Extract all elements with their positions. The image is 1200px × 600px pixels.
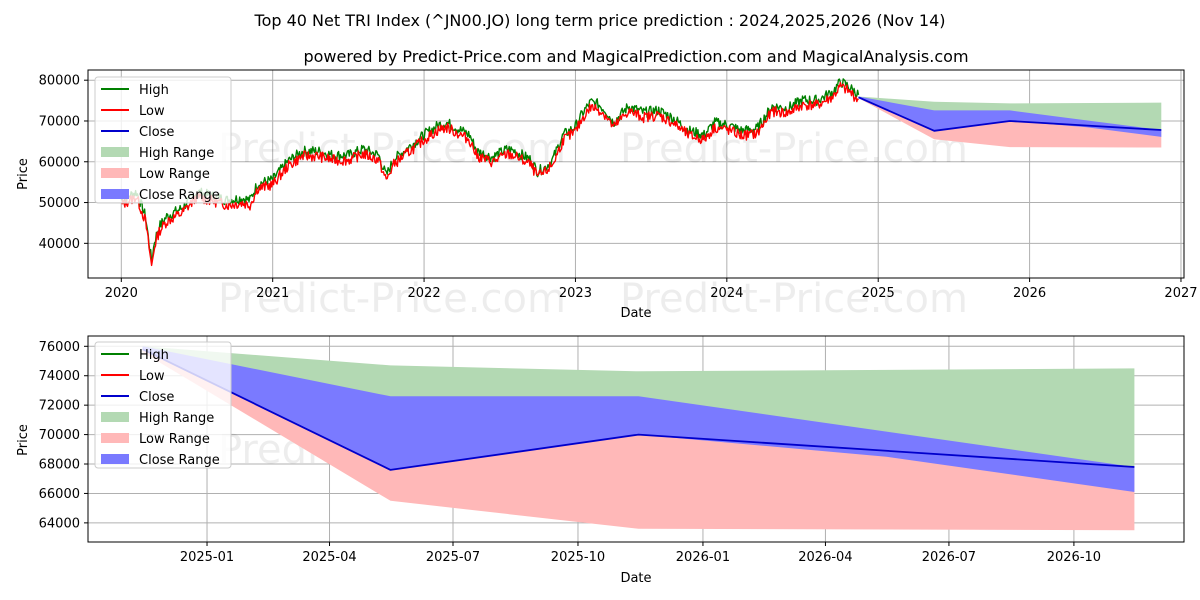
x-tick-label: 2026-04 — [798, 550, 852, 565]
legend-close-label: Close — [139, 390, 174, 405]
series-marks — [120, 78, 1162, 267]
x-tick-label: 2027 — [1164, 286, 1197, 301]
close-range-band — [142, 346, 1135, 492]
x-tick-label: 2026-01 — [676, 550, 730, 565]
y-tick-label: 72000 — [39, 399, 80, 414]
legend-close-range-swatch — [101, 454, 129, 464]
y-tick-label: 70000 — [39, 428, 80, 443]
watermark: Predict-Price.com — [620, 126, 968, 172]
close-forecast-line — [858, 96, 1162, 132]
y-tick-label: 50000 — [39, 196, 80, 211]
low-range-band — [142, 349, 1135, 531]
chart-subtitle: powered by Predict-Price.com and Magical… — [303, 47, 968, 66]
x-axis-label: Date — [620, 571, 651, 586]
y-tick-label: 76000 — [39, 340, 80, 355]
chart-title: Top 40 Net TRI Index (^JN00.JO) long ter… — [254, 11, 946, 30]
y-axis-ticks: 40000 50000 60000 70000 80000 — [39, 74, 88, 252]
x-tick-label: 2022 — [408, 286, 441, 301]
y-tick-label: 66000 — [39, 487, 80, 502]
legend: High Low Close High Range Low Range Close Ran… — [94, 341, 232, 469]
y-tick-label: 68000 — [39, 458, 80, 473]
legend-close-label: Close — [139, 125, 174, 140]
y-tick-label: 60000 — [39, 155, 80, 170]
y-axis-label: Price — [16, 424, 31, 456]
legend-close-range-label: Close Range — [139, 453, 220, 468]
x-tick-label: 2021 — [256, 286, 289, 301]
y-tick-label: 74000 — [39, 369, 80, 384]
x-tick-label: 2020 — [105, 286, 138, 301]
legend-high-label: High — [139, 348, 169, 363]
x-tick-label: 2025-04 — [302, 550, 356, 565]
legend-low-range-label: Low Range — [139, 167, 210, 182]
legend-low-range-swatch — [101, 433, 129, 443]
low-history-line — [120, 81, 859, 267]
x-tick-label: 2023 — [559, 286, 592, 301]
grid-lines — [88, 70, 1184, 278]
x-tick-label: 2026-07 — [922, 550, 976, 565]
legend: High Low Close High Range Low Range Close Ran… — [94, 76, 232, 204]
legend-close-range-label: Close Range — [139, 188, 220, 203]
series-marks — [142, 346, 1135, 531]
x-tick-label: 2025-01 — [180, 550, 234, 565]
x-axis-ticks: 2025-01 2025-04 2025-07 2025-10 2026-01 2026-… — [180, 542, 1101, 565]
legend-high-range-label: High Range — [139, 411, 214, 426]
high-history-line — [120, 78, 860, 263]
x-tick-label: 2024 — [710, 286, 743, 301]
x-tick-label: 2026-10 — [1047, 550, 1101, 565]
legend-low-range-swatch — [101, 168, 129, 178]
prediction-zoom-panel: Predict-Price.com Predict-Price.com 2025… — [16, 335, 1185, 586]
legend-high-range-swatch — [101, 412, 129, 422]
x-tick-label: 2026 — [1013, 286, 1046, 301]
x-tick-label: 2025-07 — [426, 550, 480, 565]
low-range-band — [858, 97, 1162, 148]
y-axis-ticks: 64000 66000 68000 70000 72000 74000 76000 — [39, 340, 88, 531]
y-tick-label: 40000 — [39, 237, 80, 252]
watermarks: Predict-Price.com Predict-Price.com Pred… — [218, 126, 968, 322]
x-axis-ticks: 2020 2021 2022 2023 2024 2025 2026 2027 — [105, 278, 1198, 301]
plot-frame — [87, 69, 1185, 279]
y-tick-label: 70000 — [39, 114, 80, 129]
legend-low-range-label: Low Range — [139, 432, 210, 447]
legend-high-label: High — [139, 83, 169, 98]
y-axis-label: Price — [16, 158, 31, 190]
legend-low-label: Low — [139, 104, 165, 119]
close-forecast-line — [142, 348, 1135, 471]
legend-low-label: Low — [139, 369, 165, 384]
x-tick-label: 2025 — [862, 286, 895, 301]
long-term-price-panel: Predict-Price.com Predict-Price.com Pred… — [16, 69, 1198, 322]
x-tick-label: 2025-10 — [551, 550, 605, 565]
legend-high-range-label: High Range — [139, 146, 214, 161]
plot-frame — [87, 335, 1185, 543]
y-tick-label: 64000 — [39, 516, 80, 531]
legend-high-range-swatch — [101, 147, 129, 157]
watermark: Predict-Price.com — [218, 276, 566, 322]
x-axis-label: Date — [620, 306, 651, 321]
close-range-band — [858, 96, 1162, 137]
legend-close-range-swatch — [101, 189, 129, 199]
y-tick-label: 80000 — [39, 74, 80, 89]
watermark: Predict-Price.com — [620, 276, 968, 322]
